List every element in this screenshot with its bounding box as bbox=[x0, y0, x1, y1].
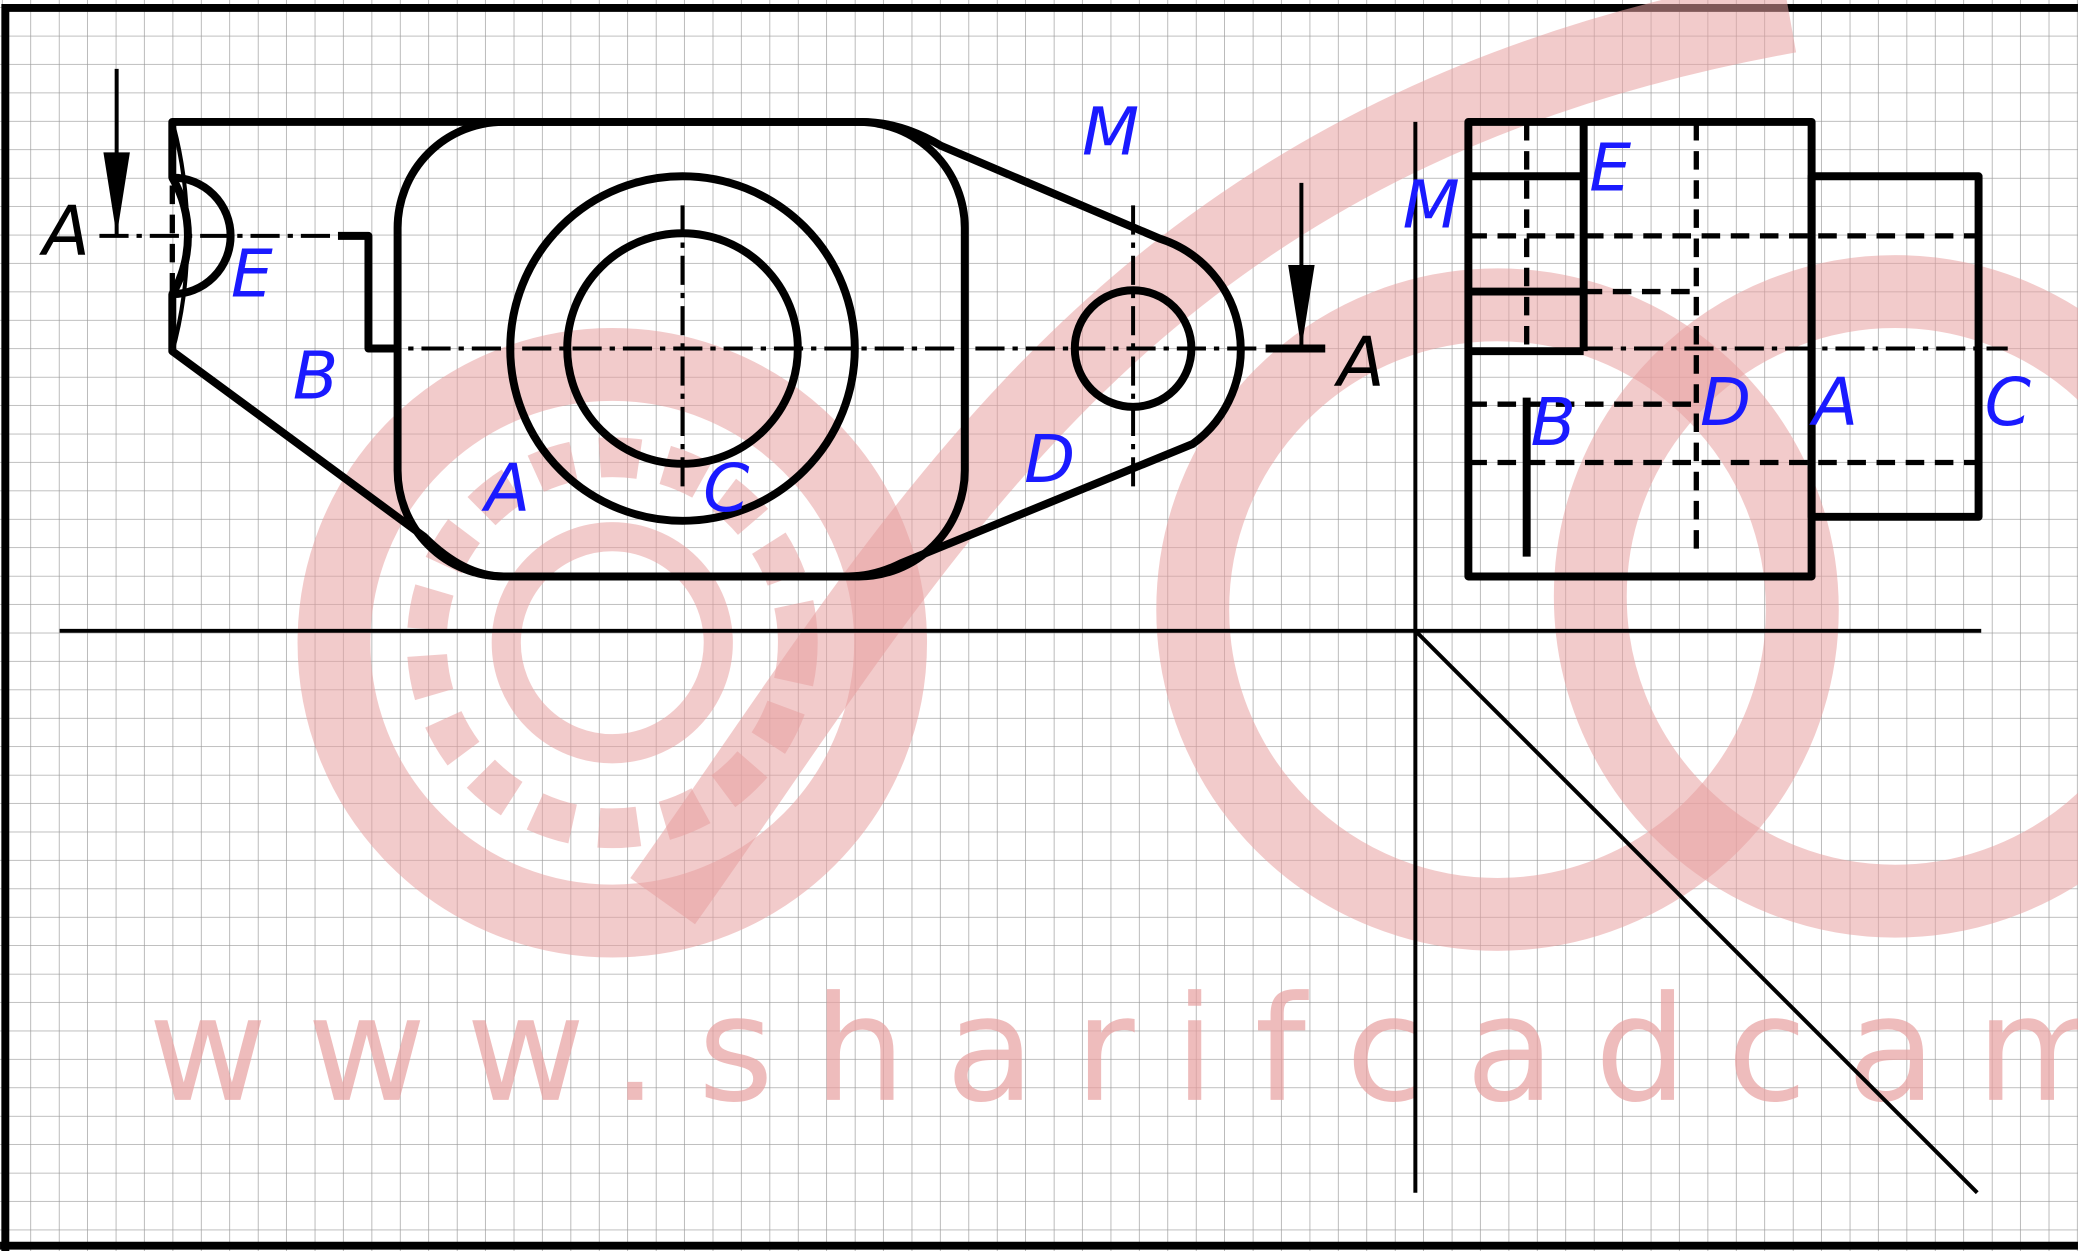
label: M bbox=[1082, 93, 1139, 171]
section-label: A bbox=[1333, 323, 1384, 403]
section-label: A bbox=[39, 192, 90, 272]
label: A bbox=[481, 449, 530, 527]
drawing: www.sharifcadcam A A E B A C D M M E B D… bbox=[0, 0, 2078, 1251]
label: E bbox=[231, 234, 273, 312]
label: A bbox=[1809, 363, 1858, 441]
label: C bbox=[1985, 363, 2032, 441]
label: D bbox=[1700, 363, 1751, 441]
label: B bbox=[1530, 383, 1575, 461]
label: D bbox=[1024, 420, 1075, 498]
watermark-text: www.sharifcadcam bbox=[148, 966, 2078, 1135]
label: E bbox=[1589, 128, 1631, 206]
label: B bbox=[293, 336, 338, 414]
label: M bbox=[1403, 165, 1460, 243]
label: C bbox=[703, 449, 750, 527]
